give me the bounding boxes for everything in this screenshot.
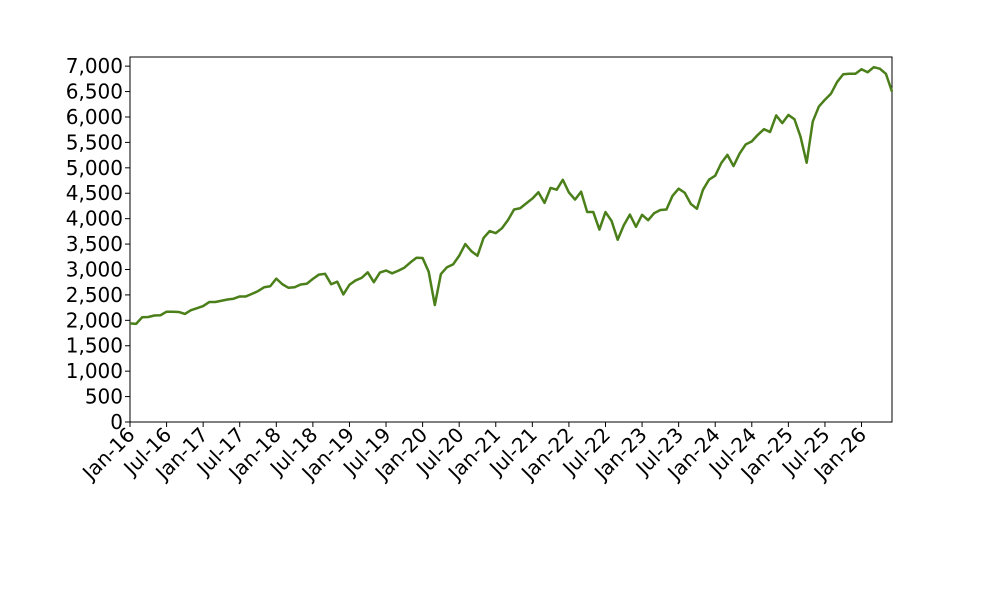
y-tick-label: 7,000 [66, 54, 123, 78]
y-tick-label: 6,000 [66, 105, 123, 129]
y-tick-label: 5,000 [66, 156, 123, 180]
y-tick-label: 1,500 [66, 334, 123, 358]
y-tick-label: 4,500 [66, 181, 123, 205]
y-tick-label: 2,000 [66, 308, 123, 332]
y-tick-label: 1,000 [66, 359, 123, 383]
y-tick-label: 3,000 [66, 257, 123, 281]
y-tick-label: 500 [85, 385, 123, 409]
data-line [129, 65, 894, 326]
y-tick-label: 2,500 [66, 283, 123, 307]
y-tick-label: 3,500 [66, 232, 123, 256]
y-tick-label: 4,000 [66, 207, 123, 231]
y-tick-label: 6,500 [66, 80, 123, 104]
plot-frame [129, 56, 893, 423]
y-tick-label: 0 [110, 410, 123, 434]
y-tick-label: 5,500 [66, 130, 123, 154]
